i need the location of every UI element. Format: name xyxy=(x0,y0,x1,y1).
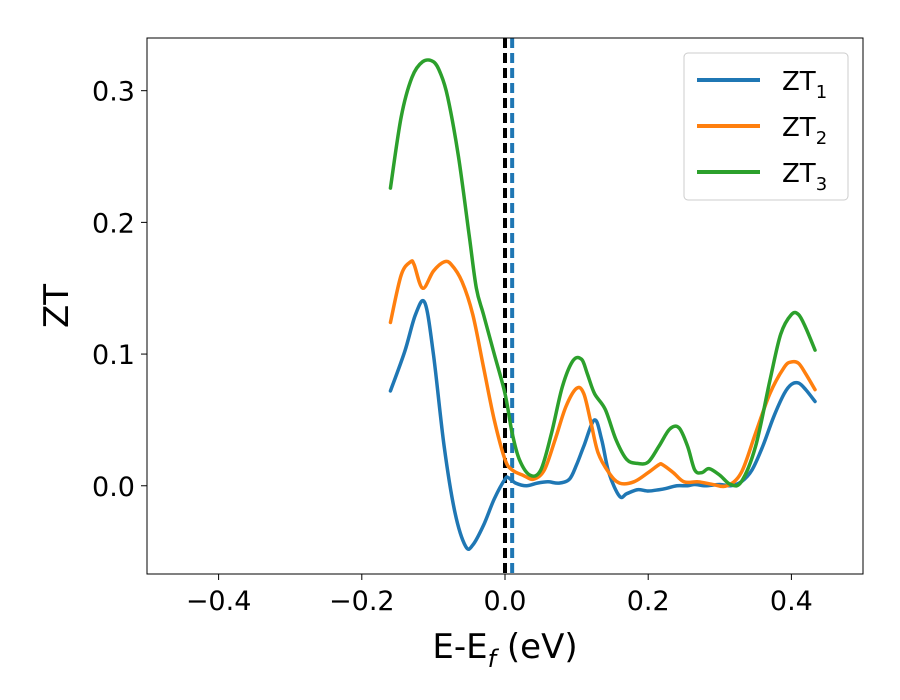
y-tick-label: 0.3 xyxy=(92,77,135,108)
y-axis-ticks: 0.0 0.1 0.2 0.3 xyxy=(92,77,147,503)
series-line-zt3 xyxy=(388,58,817,488)
y-tick-label: 0.1 xyxy=(92,340,135,371)
x-tick-label: 0.4 xyxy=(770,586,813,617)
series-line-zt2 xyxy=(388,259,817,489)
x-tick-label: −0.4 xyxy=(186,586,252,617)
series-lines xyxy=(388,58,817,551)
legend-label: ZT2 xyxy=(782,113,827,149)
x-tick-label: 0.0 xyxy=(484,586,527,617)
legend-box xyxy=(683,52,849,201)
y-tick-label: 0.2 xyxy=(92,208,135,239)
x-axis-ticks: −0.4 −0.2 0.0 0.2 0.4 xyxy=(186,574,813,617)
series-line-zt1 xyxy=(388,298,817,551)
legend: ZT1 ZT2 ZT3 xyxy=(683,52,849,201)
y-tick-label: 0.0 xyxy=(92,472,135,503)
y-axis-label: ZT xyxy=(37,284,77,328)
legend-label: ZT3 xyxy=(782,159,827,195)
legend-label: ZT1 xyxy=(782,67,827,103)
x-axis-label: E-Ef (eV) xyxy=(432,627,577,673)
x-tick-label: −0.2 xyxy=(329,586,395,617)
x-tick-label: 0.2 xyxy=(627,586,670,617)
